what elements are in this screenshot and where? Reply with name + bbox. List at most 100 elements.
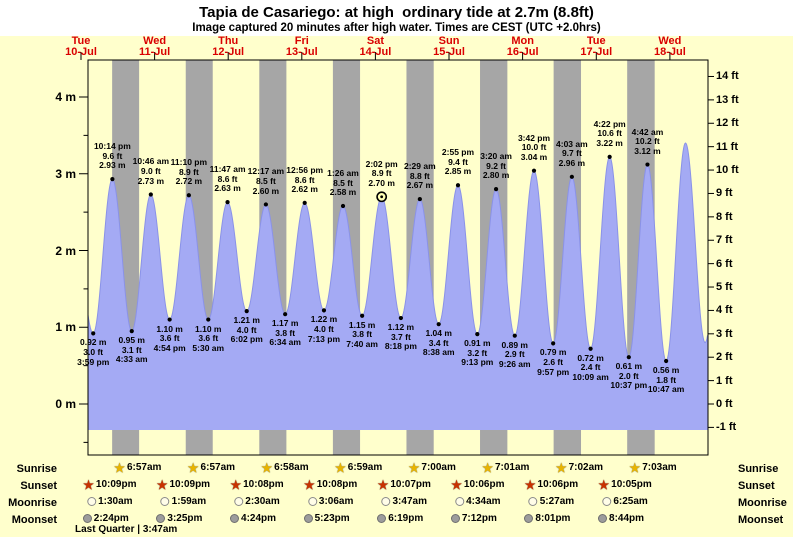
chart-subtitle: Image captured 20 minutes after high wat… <box>192 22 601 34</box>
tide-extreme-dot <box>167 317 172 322</box>
tide-extreme-annotation: 1.04 m 3.4 ft 8:38 am <box>422 328 455 358</box>
y-axis-label-left: 3 m <box>55 166 76 181</box>
tide-extreme-dot <box>148 192 153 197</box>
moonrise-time-label: 2:30am <box>245 496 280 507</box>
chart-title: Tapia de Casariego: at high ordinary tid… <box>199 4 594 21</box>
moonset-time: 4:24pm <box>230 513 276 524</box>
day-of-week: Wed <box>658 35 682 47</box>
sunset-icon: ★ <box>524 477 536 492</box>
tide-extreme-annotation: 1.12 m 3.7 ft 8:18 pm <box>384 322 417 352</box>
tide-extreme-annotation: 0.95 m 3.1 ft 4:33 am <box>115 335 148 365</box>
y-axis-label-right: 2 ft <box>716 351 733 364</box>
moonset-time-label: 7:12pm <box>461 513 497 524</box>
tide-extreme-annotation: 1:26 am 8.5 ft 2.58 m <box>327 167 359 198</box>
tide-extreme-dot <box>551 341 556 346</box>
tide-extreme-dot <box>626 355 631 360</box>
moonset-time-label: 8:44pm <box>609 513 645 524</box>
tide-area <box>88 143 708 431</box>
tide-extreme-annotation: 2:29 am 8.8 ft 2.67 m <box>404 161 436 191</box>
moonset-icon <box>524 514 534 523</box>
tide-extreme-annotation: 2:55 pm 9.4 ft 2.85 m <box>441 147 475 177</box>
tide-extreme-dot <box>206 317 211 322</box>
tide-extreme-annotation: 10:14 pm 9.6 ft 2.93 m <box>93 141 131 171</box>
tide-extreme-annotation: 1.17 m 3.8 ft 6:34 am <box>269 318 301 348</box>
tide-extreme-annotation: 12:17 am 8.5 ft 2.60 m <box>247 166 285 196</box>
tide-extreme-dot <box>531 168 537 173</box>
row-label-right-moonset: Moonset <box>738 514 784 526</box>
sunset-time-label: 10:05pm <box>611 479 652 490</box>
tide-extreme-dot <box>244 309 249 314</box>
day-date: 12-Jul <box>212 46 245 58</box>
x-axis-day-label: Mon 16-Jul <box>493 36 553 58</box>
sunrise-time-label: 6:57am <box>126 462 162 473</box>
tide-extreme-annotation: 1.10 m 3.6 ft 5:30 am <box>192 323 225 353</box>
y-axis-label-right: 8 ft <box>716 210 733 223</box>
moonrise-time: 5:27am <box>528 496 574 507</box>
tide-extreme-dot <box>475 332 480 337</box>
day-date: 10-Jul <box>65 46 97 58</box>
sunrise-time-label: 6:57am <box>200 462 236 473</box>
tide-extreme-annotation: 0.61 m 2.0 ft 10:37 pm <box>610 361 648 391</box>
sunrise-icon: ★ <box>335 460 346 475</box>
tide-extreme-annotation: 0.91 m 3.2 ft 9:13 pm <box>461 338 494 368</box>
moonrise-icon <box>381 497 391 506</box>
day-date: 14-Jul <box>359 46 392 58</box>
tide-extreme-dot <box>607 154 612 159</box>
tide-extreme-annotation: 0.79 m 2.6 ft 9:57 pm <box>537 347 570 377</box>
moonset-time-label: 5:23pm <box>314 513 350 524</box>
sunrise-time: ★ 6:57am <box>187 460 236 475</box>
row-label-right-sunrise: Sunrise <box>738 463 779 475</box>
tide-extreme-annotation: 0.92 m 3.0 ft 3:59 pm <box>77 337 110 367</box>
moonset-icon <box>450 514 460 523</box>
day-date: 11-Jul <box>139 46 171 58</box>
y-axis-label-right: 5 ft <box>716 281 733 294</box>
y-axis-label-left: 2 m <box>55 243 76 258</box>
tide-extreme-dot <box>110 177 115 182</box>
moonrise-time-label: 6:25am <box>613 496 648 507</box>
x-axis-day-label: Wed 11-Jul <box>125 36 185 58</box>
sunset-time: ★ 10:08pm <box>230 479 283 491</box>
tide-extreme-dot <box>186 193 191 198</box>
day-of-week: Mon <box>511 35 534 47</box>
tide-extreme-annotation: 12:56 pm 8.6 ft 2.62 m <box>286 164 324 195</box>
y-axis-label-right: 1 ft <box>716 374 733 387</box>
sunrise-time-label: 6:58am <box>274 462 309 473</box>
plot-border <box>87 59 709 456</box>
sunrise-time: ★ 6:58am <box>261 460 309 475</box>
sunrise-time-label: 7:00am <box>421 462 456 473</box>
moonrise-time: 1:30am <box>87 496 133 507</box>
sunrise-time: ★ 7:00am <box>408 460 456 475</box>
moonrise-time-label: 4:34am <box>466 496 501 507</box>
sunrise-icon: ★ <box>408 460 420 475</box>
sunrise-time-label: 7:01am <box>494 462 530 473</box>
moonrise-time: 3:06am <box>307 496 354 507</box>
moonrise-time: 4:34am <box>455 496 501 507</box>
sunset-time: ★ 10:05pm <box>598 479 652 491</box>
moonset-icon <box>82 514 92 523</box>
sunrise-time-label: 7:03am <box>642 462 677 473</box>
tide-extreme-dot <box>645 162 650 167</box>
moonset-icon <box>303 514 313 523</box>
sunset-icon: ★ <box>156 477 168 492</box>
moonrise-time-label: 3:47am <box>392 496 427 507</box>
row-label-left-sunrise: Sunrise <box>16 463 57 475</box>
sunset-time-label: 10:09pm <box>95 479 137 490</box>
tide-extreme-annotation: 4:22 pm 10.6 ft 3.22 m <box>593 118 626 149</box>
x-axis-day-label: Wed 18-Jul <box>640 36 700 58</box>
tide-extreme-annotation: 4:42 am 10.2 ft 3.12 m <box>631 126 664 156</box>
moonrise-time-label: 3:06am <box>318 496 354 507</box>
moon-phase-note: Last Quarter | 3:47am <box>75 524 178 535</box>
sunrise-time: ★ 7:01am <box>482 462 530 474</box>
day-date: 15-Jul <box>433 46 465 58</box>
tide-extreme-dot <box>398 315 403 321</box>
moonset-icon <box>230 514 240 523</box>
sunrise-icon: ★ <box>261 460 273 475</box>
tide-extreme-dot <box>664 358 669 364</box>
tide-extreme-dot <box>302 200 307 206</box>
moonset-time: 2:24pm <box>82 513 129 524</box>
tide-extreme-dot <box>225 200 230 205</box>
sunrise-icon: ★ <box>187 460 199 475</box>
y-axis-label-right: 0 ft <box>716 398 733 410</box>
